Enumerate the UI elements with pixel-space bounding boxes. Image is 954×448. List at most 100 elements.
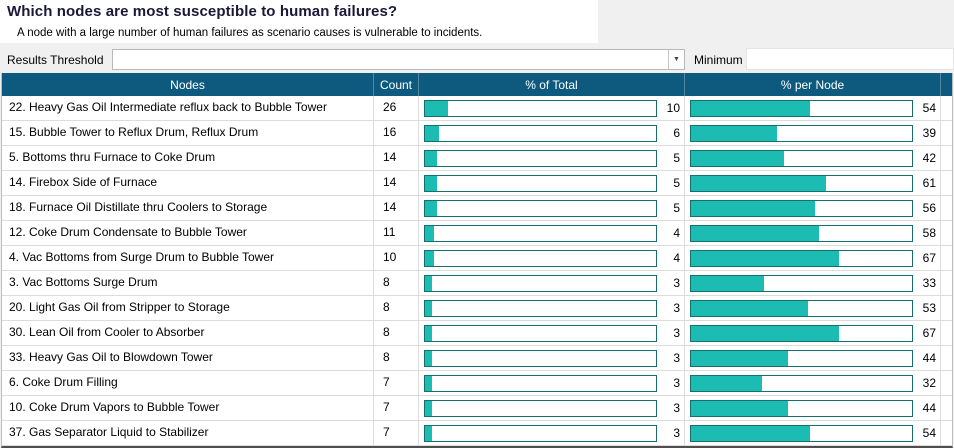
- pct-per-node-bar-fill: [691, 175, 826, 191]
- pct-of-total-bar: [424, 299, 657, 317]
- table-row[interactable]: 30. Lean Oil from Cooler to Absorber 8 3…: [2, 321, 952, 346]
- pct-of-total-bar-fill: [425, 375, 432, 391]
- pct-per-node-bar-fill: [691, 300, 809, 316]
- pct-of-total-cell: 3: [418, 421, 684, 445]
- node-label: 10. Coke Drum Vapors to Bubble Tower: [9, 400, 220, 414]
- table-row[interactable]: 12. Coke Drum Condensate to Bubble Tower…: [2, 221, 952, 246]
- pct-of-total-bar-fill: [425, 325, 432, 341]
- table-row[interactable]: 10. Coke Drum Vapors to Bubble Tower 7 3…: [2, 396, 952, 421]
- table-row[interactable]: 3. Vac Bottoms Surge Drum 8 3 33: [2, 271, 952, 296]
- pct-of-total-bar-fill: [425, 150, 437, 166]
- table-row[interactable]: 6. Coke Drum Filling 7 3 32: [2, 371, 952, 396]
- count-value: 14: [373, 146, 418, 170]
- pct-of-total-bar: [424, 399, 657, 417]
- pct-of-total-bar-fill: [425, 400, 432, 416]
- count-value: 7: [373, 396, 418, 420]
- pct-per-node-value: 53: [922, 301, 936, 315]
- pct-per-node-bar: [690, 274, 913, 292]
- pct-per-node-value: 56: [922, 201, 936, 215]
- pct-of-total-bar: [424, 349, 657, 367]
- pct-per-node-bar: [690, 324, 913, 342]
- pct-per-node-cell: 53: [684, 296, 940, 320]
- pct-per-node-bar-fill: [691, 200, 815, 216]
- column-header-pct-total[interactable]: % of Total: [418, 73, 684, 96]
- pct-of-total-value: 3: [673, 326, 680, 340]
- pct-of-total-cell: 4: [418, 246, 684, 270]
- node-label: 30. Lean Oil from Cooler to Absorber: [9, 325, 205, 339]
- pct-of-total-bar-fill: [425, 250, 435, 266]
- table-row[interactable]: 37. Gas Separator Liquid to Stabilizer 7…: [2, 421, 952, 446]
- count-value: 16: [373, 121, 418, 145]
- column-header-pct-node[interactable]: % per Node: [684, 73, 940, 96]
- pct-per-node-cell: 58: [684, 221, 940, 245]
- row-spacer-cell: [940, 321, 952, 345]
- pct-per-node-cell: 67: [684, 246, 940, 270]
- pct-of-total-value: 5: [673, 201, 680, 215]
- table-row[interactable]: 4. Vac Bottoms from Surge Drum to Bubble…: [2, 246, 952, 271]
- pct-per-node-bar: [690, 149, 913, 167]
- pct-per-node-bar: [690, 99, 913, 117]
- node-label: 18. Furnace Oil Distillate thru Coolers …: [9, 200, 268, 214]
- row-spacer-cell: [940, 246, 952, 270]
- node-label: 15. Bubble Tower to Reflux Drum, Reflux …: [9, 125, 259, 139]
- table-row[interactable]: 14. Firebox Side of Furnace 14 5 61: [2, 171, 952, 196]
- pct-of-total-value: 3: [673, 426, 680, 440]
- count-value: 11: [373, 221, 418, 245]
- pct-of-total-cell: 5: [418, 171, 684, 195]
- pct-per-node-cell: 32: [684, 371, 940, 395]
- pct-per-node-cell: 42: [684, 146, 940, 170]
- pct-per-node-bar-fill: [691, 400, 789, 416]
- pct-of-total-cell: 5: [418, 196, 684, 220]
- table-row[interactable]: 15. Bubble Tower to Reflux Drum, Reflux …: [2, 121, 952, 146]
- pct-per-node-value: 67: [922, 326, 936, 340]
- pct-per-node-value: 32: [922, 376, 936, 390]
- page-title: Which nodes are most susceptible to huma…: [7, 3, 398, 20]
- pct-of-total-value: 5: [673, 176, 680, 190]
- results-threshold-dropdown[interactable]: ▼: [112, 49, 685, 70]
- row-spacer-cell: [940, 296, 952, 320]
- pct-of-total-bar: [424, 99, 657, 117]
- node-label: 3. Vac Bottoms Surge Drum: [9, 275, 158, 289]
- pct-of-total-value: 5: [673, 151, 680, 165]
- node-label: 37. Gas Separator Liquid to Stabilizer: [9, 425, 209, 439]
- pct-of-total-bar-fill: [425, 125, 439, 141]
- row-spacer-cell: [940, 171, 952, 195]
- pct-per-node-bar: [690, 199, 913, 217]
- table-row[interactable]: 22. Heavy Gas Oil Intermediate reflux ba…: [2, 96, 952, 121]
- column-header-nodes[interactable]: Nodes: [170, 77, 205, 92]
- table-row[interactable]: 33. Heavy Gas Oil to Blowdown Tower 8 3 …: [2, 346, 952, 371]
- pct-per-node-bar: [690, 249, 913, 267]
- count-value: 8: [373, 346, 418, 370]
- table-row[interactable]: 18. Furnace Oil Distillate thru Coolers …: [2, 196, 952, 221]
- dropdown-arrow-icon[interactable]: ▼: [668, 50, 684, 69]
- pct-of-total-bar: [424, 374, 657, 392]
- pct-of-total-bar: [424, 124, 657, 142]
- pct-per-node-bar: [690, 124, 913, 142]
- pct-of-total-value: 3: [673, 376, 680, 390]
- table-body: 22. Heavy Gas Oil Intermediate reflux ba…: [2, 96, 952, 446]
- pct-per-node-value: 54: [922, 426, 936, 440]
- pct-of-total-bar: [424, 174, 657, 192]
- column-header-count[interactable]: Count: [373, 73, 418, 96]
- minimum-input[interactable]: [746, 48, 954, 70]
- row-spacer-cell: [940, 96, 952, 120]
- table-header-row: Nodes Count % of Total % per Node: [2, 73, 952, 96]
- pct-per-node-value: 58: [922, 226, 936, 240]
- pct-per-node-cell: 39: [684, 121, 940, 145]
- pct-of-total-cell: 3: [418, 396, 684, 420]
- pct-per-node-bar-fill: [691, 375, 762, 391]
- title-band: [0, 0, 598, 43]
- table-row[interactable]: 5. Bottoms thru Furnace to Coke Drum 14 …: [2, 146, 952, 171]
- results-threshold-label: Results Threshold: [7, 53, 104, 67]
- pct-of-total-value: 3: [673, 301, 680, 315]
- row-spacer-cell: [940, 271, 952, 295]
- pct-of-total-value: 4: [673, 226, 680, 240]
- pct-per-node-bar-fill: [691, 225, 820, 241]
- table-row[interactable]: 20. Light Gas Oil from Stripper to Stora…: [2, 296, 952, 321]
- pct-per-node-cell: 56: [684, 196, 940, 220]
- pct-per-node-bar-fill: [691, 150, 784, 166]
- pct-per-node-cell: 33: [684, 271, 940, 295]
- results-threshold-value[interactable]: [113, 50, 668, 69]
- pct-per-node-value: 44: [922, 401, 936, 415]
